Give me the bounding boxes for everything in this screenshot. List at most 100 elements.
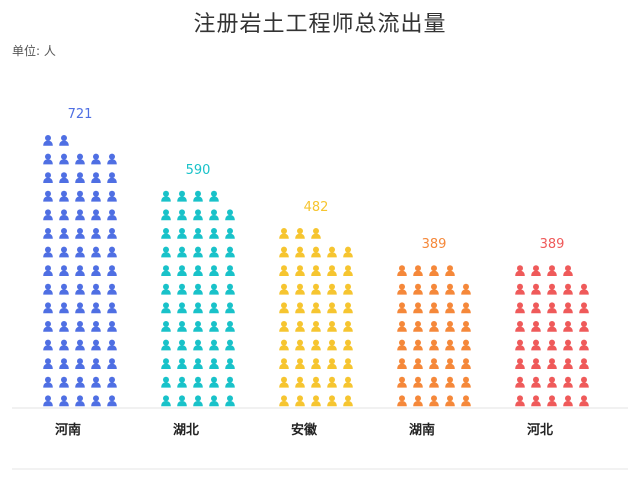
person-icon bbox=[107, 265, 117, 276]
person-icon bbox=[107, 321, 117, 332]
data-label-河南: 721 bbox=[68, 107, 93, 122]
person-icon bbox=[563, 283, 573, 295]
person-icon bbox=[311, 321, 321, 332]
person-icon bbox=[295, 339, 305, 351]
person-icon bbox=[225, 265, 235, 276]
person-icon bbox=[343, 246, 353, 258]
person-icon bbox=[177, 358, 187, 369]
person-icon bbox=[209, 376, 219, 388]
person-icon bbox=[515, 395, 525, 407]
person-icon bbox=[461, 321, 471, 332]
person-icon bbox=[225, 246, 235, 258]
person-icon bbox=[311, 339, 321, 351]
person-icon bbox=[91, 190, 101, 202]
person-icon bbox=[75, 395, 85, 407]
person-icon bbox=[515, 321, 525, 332]
person-icon bbox=[161, 246, 171, 258]
person-icon bbox=[91, 246, 101, 258]
person-icon bbox=[107, 358, 117, 369]
x-tick-label-河北: 河北 bbox=[527, 422, 553, 438]
person-icon bbox=[563, 302, 573, 314]
person-icon bbox=[461, 339, 471, 351]
person-icon bbox=[75, 209, 85, 221]
person-icon bbox=[563, 358, 573, 369]
person-icon bbox=[59, 339, 69, 351]
person-icon bbox=[107, 376, 117, 388]
person-icon bbox=[193, 376, 203, 388]
person-icon bbox=[461, 395, 471, 407]
person-icon bbox=[279, 321, 289, 332]
person-icon bbox=[43, 246, 53, 258]
person-icon bbox=[445, 321, 455, 332]
person-icon bbox=[579, 321, 589, 332]
person-icon bbox=[75, 339, 85, 351]
person-icon bbox=[397, 358, 407, 369]
person-icon bbox=[91, 302, 101, 314]
person-icon bbox=[161, 265, 171, 276]
person-icon bbox=[225, 283, 235, 295]
person-icon bbox=[461, 376, 471, 388]
person-icon bbox=[161, 395, 171, 407]
person-icon bbox=[515, 283, 525, 295]
person-icon bbox=[397, 395, 407, 407]
x-tick-label-湖南: 湖南 bbox=[409, 422, 435, 438]
person-icon bbox=[397, 265, 407, 276]
person-icon bbox=[59, 246, 69, 258]
person-icon bbox=[43, 321, 53, 332]
person-icon bbox=[429, 395, 439, 407]
person-icon bbox=[579, 376, 589, 388]
person-icon bbox=[43, 135, 53, 146]
person-icon bbox=[209, 395, 219, 407]
person-icon bbox=[279, 395, 289, 407]
x-tick-label-河南: 河南 bbox=[55, 422, 81, 438]
person-icon bbox=[327, 265, 337, 276]
person-icon bbox=[515, 302, 525, 314]
person-icon bbox=[193, 358, 203, 369]
person-icon bbox=[327, 246, 337, 258]
person-icon bbox=[43, 153, 53, 165]
person-icon bbox=[225, 339, 235, 351]
person-icon bbox=[225, 302, 235, 314]
person-icon bbox=[107, 302, 117, 314]
person-icon bbox=[311, 246, 321, 258]
person-icon bbox=[327, 358, 337, 369]
person-icon bbox=[295, 265, 305, 276]
person-icon bbox=[177, 283, 187, 295]
person-icon bbox=[193, 283, 203, 295]
person-icon bbox=[327, 302, 337, 314]
person-icon bbox=[91, 376, 101, 388]
person-icon bbox=[161, 283, 171, 295]
person-icon bbox=[75, 265, 85, 276]
person-icon bbox=[209, 209, 219, 221]
person-icon bbox=[547, 376, 557, 388]
person-icon bbox=[193, 265, 203, 276]
person-icon bbox=[445, 302, 455, 314]
person-icon bbox=[413, 358, 423, 369]
person-icon bbox=[397, 339, 407, 351]
person-icon bbox=[311, 302, 321, 314]
person-icon bbox=[59, 321, 69, 332]
person-icon bbox=[531, 321, 541, 332]
person-icon bbox=[209, 358, 219, 369]
person-icon bbox=[547, 395, 557, 407]
person-icon bbox=[193, 190, 203, 202]
person-icon bbox=[311, 283, 321, 295]
person-icon bbox=[429, 283, 439, 295]
person-icon bbox=[193, 339, 203, 351]
person-icon bbox=[161, 339, 171, 351]
person-icon bbox=[43, 265, 53, 276]
person-icon bbox=[531, 339, 541, 351]
person-icon bbox=[279, 228, 289, 239]
person-icon bbox=[225, 358, 235, 369]
person-icon bbox=[343, 395, 353, 407]
person-icon bbox=[43, 339, 53, 351]
person-icon bbox=[193, 246, 203, 258]
person-icon bbox=[579, 302, 589, 314]
person-icon bbox=[107, 190, 117, 202]
person-icon bbox=[343, 302, 353, 314]
person-icon bbox=[547, 265, 557, 276]
person-icon bbox=[445, 283, 455, 295]
person-icon bbox=[193, 321, 203, 332]
person-icon bbox=[311, 395, 321, 407]
person-icon bbox=[59, 265, 69, 276]
